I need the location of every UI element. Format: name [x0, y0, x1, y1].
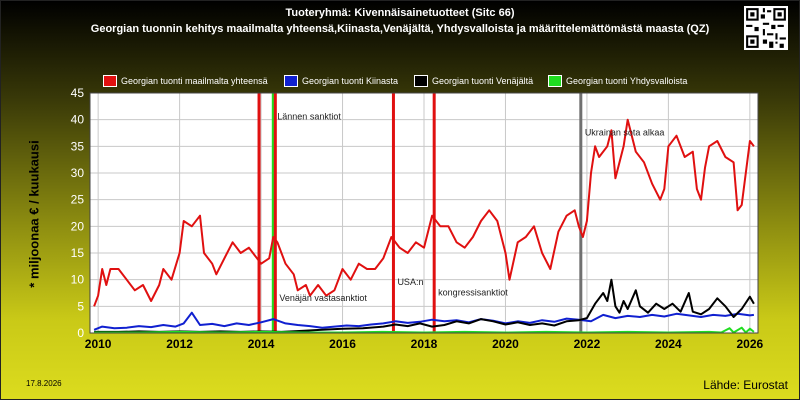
legend-swatch-world [103, 75, 117, 87]
x-tick-label: 2022 [574, 337, 601, 351]
chart-subtitle: Georgian tuonnin kehitys maailmalta yhte… [90, 23, 710, 35]
plot-border [89, 92, 759, 334]
x-tick-label: 2016 [329, 337, 356, 351]
y-tick-label: 15 [71, 246, 85, 260]
legend-label-russia: Georgian tuonti Venäjältä [432, 76, 534, 86]
y-tick-label: 0 [77, 326, 84, 340]
x-tick-label: 2026 [737, 337, 764, 351]
y-tick-label: 45 [71, 86, 85, 100]
x-tick-label: 2024 [655, 337, 682, 351]
legend-label-usa: Georgian tuonti Yhdysvalloista [566, 76, 688, 86]
legend-swatch-usa [548, 75, 562, 87]
x-tick-label: 2020 [492, 337, 519, 351]
series-line [93, 118, 755, 307]
event-annotation: Venäjän vastasanktiot [279, 293, 367, 303]
y-tick-label: 40 [71, 113, 85, 127]
x-tick-label: 2014 [248, 337, 275, 351]
x-tick-label: 2018 [411, 337, 438, 351]
date-stamp: 17.8.2026 [26, 379, 62, 388]
source-label: Lähde: Eurostat [703, 378, 788, 392]
y-tick-label: 35 [71, 139, 85, 153]
event-annotation: Lännen sanktiot [277, 112, 341, 122]
y-tick-label: 5 [77, 299, 84, 313]
legend-label-china: Georgian tuonti Kiinasta [302, 76, 399, 86]
y-tick-label: 10 [71, 273, 85, 287]
legend-item-world: Georgian tuonti maailmalta yhteensä [103, 75, 268, 87]
legend-item-china: Georgian tuonti Kiinasta [284, 75, 398, 87]
x-tick-label: 2010 [85, 337, 112, 351]
legend-item-usa: Georgian tuonti Yhdysvalloista [548, 75, 687, 87]
legend-swatch-russia [414, 75, 428, 87]
qr-code-icon [744, 6, 788, 50]
event-annotation: Ukrainan sota alkaa [585, 128, 665, 138]
event-annotation: kongressisanktiot [438, 288, 508, 298]
legend-label-world: Georgian tuonti maailmalta yhteensä [121, 76, 268, 86]
series-line [93, 311, 755, 331]
series-line [94, 326, 755, 334]
event-annotation: USA:n [397, 277, 423, 287]
y-tick-label: 30 [71, 166, 85, 180]
legend-swatch-china [284, 75, 298, 87]
y-tick-label: 25 [71, 193, 85, 207]
chart-title: Tuoteryhmä: Kivennäisainetuotteet (Sitc … [285, 7, 515, 19]
legend-item-russia: Georgian tuonti Venäjältä [414, 75, 533, 87]
y-tick-label: 20 [71, 219, 85, 233]
x-tick-label: 2012 [166, 337, 193, 351]
